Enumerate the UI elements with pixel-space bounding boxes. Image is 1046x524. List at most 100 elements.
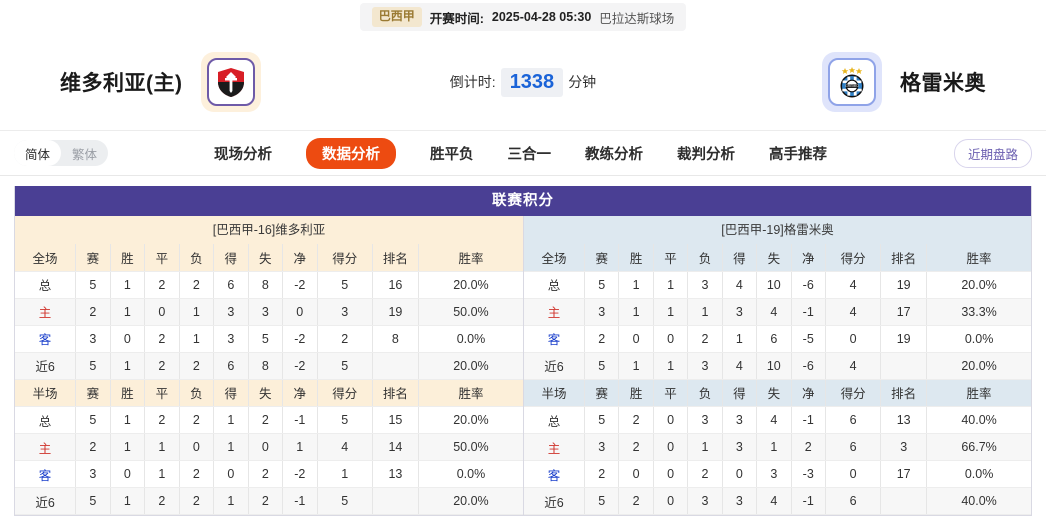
tab-three-in-one[interactable]: 三合一	[507, 146, 552, 163]
cell-3: 1	[179, 325, 215, 353]
away-full-header-row: 全场赛胜平负得失净得分 排名 胜率	[524, 244, 1031, 272]
cell-1: 1	[110, 433, 146, 461]
cell-6: -2	[282, 271, 318, 299]
cell-6: -1	[282, 406, 318, 434]
cell-6: -2	[282, 352, 318, 380]
teams-header: 维多利亚(主) 倒计时: 1338 分钟	[0, 34, 1046, 130]
column-header-1: 赛	[584, 244, 620, 272]
cell-1: 0	[110, 325, 146, 353]
cell-3: 3	[687, 271, 723, 299]
cell-8	[372, 487, 419, 515]
cell-2: 2	[144, 325, 180, 353]
language-toggle[interactable]: 简体 繁体	[14, 140, 109, 166]
cell-1: 0	[618, 460, 654, 488]
standings-split: [巴西甲-16]维多利亚 全场赛胜平负得失净得分 排名 胜率 总 5 1 2 2 6 8 -2 5 1…	[15, 216, 1031, 515]
cell-5: 0	[248, 433, 284, 461]
tab-live-analysis[interactable]: 现场分析	[214, 146, 273, 163]
column-header-7: 净	[282, 244, 318, 272]
kickoff-time: 2025-04-28 05:30	[491, 10, 592, 24]
column-header-6: 失	[248, 244, 284, 272]
cell-5: 2	[248, 487, 284, 515]
cell-8: 19	[372, 298, 419, 326]
cell-3: 1	[179, 298, 215, 326]
cell-8	[880, 487, 928, 515]
cell-9: 20.0%	[418, 271, 523, 299]
cell-1: 1	[110, 487, 146, 515]
table-row: 主 2 1 0 1 3 3 0 3 19 50.0%	[15, 298, 523, 326]
svg-text:GREMIO: GREMIO	[845, 84, 859, 88]
cell-5: 8	[248, 352, 284, 380]
column-header-3: 平	[144, 379, 180, 407]
row-label: 主	[524, 298, 585, 326]
cell-9: 20.0%	[926, 271, 1031, 299]
recent-odds-button[interactable]: 近期盘路	[953, 138, 1032, 168]
cell-2: 1	[144, 433, 180, 461]
tab-data-analysis[interactable]: 数据分析	[306, 137, 397, 169]
tab-win-draw-lose[interactable]: 胜平负	[430, 146, 474, 163]
table-row: 总 5 1 2 2 1 2 -1 5 15 20.0%	[15, 406, 523, 434]
cell-5: 1	[756, 433, 792, 461]
cell-4: 3	[722, 298, 758, 326]
cell-6: -1	[282, 487, 318, 515]
cell-4: 3	[213, 325, 249, 353]
tab-referee-analysis[interactable]: 裁判分析	[677, 146, 736, 163]
cell-0: 3	[584, 433, 620, 461]
cell-3: 2	[179, 460, 215, 488]
nav-tabs: 现场分析 数据分析 胜平负 三合一 教练分析 裁判分析 高手推荐	[214, 137, 828, 169]
cell-9: 33.3%	[926, 298, 1031, 326]
column-header-9: 排名	[880, 244, 928, 272]
row-label: 客	[524, 460, 585, 488]
cell-6: -1	[791, 487, 826, 515]
cell-9: 66.7%	[926, 433, 1031, 461]
column-header-5: 得	[213, 379, 249, 407]
cell-2: 1	[653, 271, 689, 299]
cell-7: 1	[317, 460, 373, 488]
cell-7: 6	[825, 406, 882, 434]
row-label: 近6	[15, 487, 77, 515]
away-half-table: 半场赛胜平负得失净得分 排名 胜率 总 5 2 0 3 3 4 -1 6 13 40.0% 主 3 2 0 1 3 1…	[524, 379, 1031, 515]
cell-3: 2	[179, 406, 215, 434]
cell-0: 5	[584, 406, 620, 434]
away-standings: [巴西甲-19]格雷米奥 全场赛胜平负得失净得分 排名 胜率 总 5 1 1 3 4 10 -6 4…	[523, 216, 1031, 515]
cell-4: 1	[213, 406, 249, 434]
column-header-2: 胜	[110, 379, 146, 407]
away-team[interactable]: GREMIO 格雷米奥	[656, 52, 986, 112]
cell-5: 3	[248, 298, 284, 326]
cell-7: 5	[317, 487, 373, 515]
tab-coach-analysis[interactable]: 教练分析	[585, 146, 644, 163]
home-team-name: 维多利亚(主)	[60, 72, 183, 95]
table-row: 总 5 1 1 3 4 10 -6 4 19 20.0%	[524, 271, 1031, 299]
cell-4: 4	[722, 352, 758, 380]
column-header-9: 排名	[372, 379, 419, 407]
cell-0: 2	[75, 298, 111, 326]
lang-option-traditional[interactable]: 繁体	[72, 147, 98, 162]
match-info-bar: 巴西甲 开赛时间: 2025-04-28 05:30 巴拉达斯球场	[0, 0, 1046, 34]
column-header-6: 失	[248, 379, 284, 407]
column-header-6: 失	[756, 244, 792, 272]
cell-4: 0	[213, 460, 249, 488]
cell-0: 5	[75, 271, 111, 299]
panel-title: 联赛积分	[15, 186, 1031, 216]
cell-0: 5	[75, 406, 111, 434]
lang-option-simplified[interactable]: 简体	[14, 140, 62, 166]
away-full-body: 总 5 1 1 3 4 10 -6 4 19 20.0% 主 3 1 1 1 3 4 -1 4 17 33.3% 客 2 0 0 2…	[524, 271, 1031, 380]
cell-3: 2	[179, 352, 215, 380]
column-header-3: 平	[144, 244, 180, 272]
table-row: 主 3 1 1 1 3 4 -1 4 17 33.3%	[524, 298, 1031, 326]
column-header-0: 全场	[15, 244, 77, 272]
cell-3: 1	[687, 298, 723, 326]
cell-9: 20.0%	[418, 487, 523, 515]
column-header-10: 胜率	[418, 244, 523, 272]
cell-9: 40.0%	[926, 487, 1031, 515]
table-row: 客 3 0 1 2 0 2 -2 1 13 0.0%	[15, 460, 523, 488]
tab-expert-picks[interactable]: 高手推荐	[769, 146, 828, 163]
row-label: 主	[15, 433, 77, 461]
cell-7: 6	[825, 433, 882, 461]
cell-2: 2	[144, 271, 180, 299]
row-label: 总	[524, 271, 585, 299]
cell-6: -5	[791, 325, 826, 353]
column-header-5: 得	[722, 244, 758, 272]
home-team[interactable]: 维多利亚(主)	[60, 52, 390, 112]
cell-7: 4	[825, 352, 882, 380]
cell-7: 5	[317, 352, 373, 380]
